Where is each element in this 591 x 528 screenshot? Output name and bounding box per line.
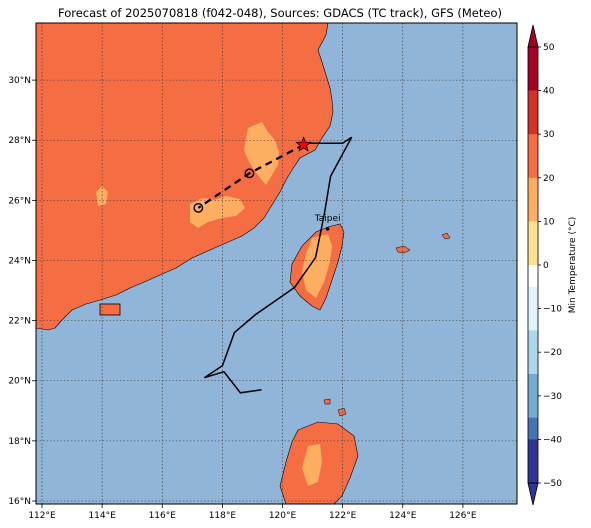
small-island-south-2 <box>323 398 331 405</box>
lat-tick-label: 16°N <box>8 497 31 507</box>
colorbar-tick-label: −10 <box>543 305 562 315</box>
luzon-warm-patch <box>302 444 322 486</box>
colorbar-segment <box>528 112 538 135</box>
colorbar-tick-label: 50 <box>543 43 555 53</box>
lon-tick-label: 116°E <box>149 511 177 521</box>
colorbar-tick-label: −40 <box>543 435 562 445</box>
lat-tick-label: 24°N <box>8 256 31 266</box>
forecast-point-circle <box>193 202 204 213</box>
colorbar-tick-label: 30 <box>543 130 555 140</box>
colorbar-segment <box>528 68 538 91</box>
colorbar-segment <box>528 221 538 244</box>
mainland-china <box>36 23 334 331</box>
colorbar-tick-label: 40 <box>543 87 555 97</box>
longitude-ticks: 112°E 114°E 116°E 118°E 120°E 122°E 124°E 126°E <box>28 504 477 521</box>
colorbar-segment <box>528 134 538 157</box>
forecast-points <box>193 168 255 213</box>
colorbar-segment <box>528 439 538 462</box>
colorbar-tick-label: −20 <box>543 348 562 358</box>
lat-tick-label: 28°N <box>8 136 31 146</box>
lon-tick-label: 126°E <box>449 511 477 521</box>
colorbar-segment <box>528 395 538 418</box>
warm-patch-coast <box>244 122 279 185</box>
colorbar-tick-label: 20 <box>543 174 555 184</box>
warm-patch-inland <box>190 196 245 228</box>
lon-tick-label: 114°E <box>88 511 116 521</box>
lat-tick-label: 18°N <box>8 437 31 447</box>
city-label: Taipei <box>314 214 341 224</box>
small-island-ne <box>441 232 451 240</box>
figure-title: Forecast of 2025070818 (f042-048), Sourc… <box>58 6 502 20</box>
colorbar-extend-top <box>527 24 539 48</box>
lon-tick-label: 124°E <box>389 511 417 521</box>
lon-tick-label: 112°E <box>28 511 56 521</box>
map-frame <box>35 22 518 505</box>
lat-tick-label: 30°N <box>8 76 31 86</box>
hainan-strait-box <box>99 303 121 316</box>
lon-tick-label: 122°E <box>329 511 357 521</box>
colorbar-segment <box>528 330 538 353</box>
lat-tick-label: 22°N <box>8 317 31 327</box>
colorbar-segment <box>528 308 538 331</box>
lon-tick-label: 118°E <box>209 511 237 521</box>
colorbar-tick-label: 10 <box>543 217 555 227</box>
colorbar-label: Min Temperature (°C) <box>568 217 578 314</box>
colorbar-segment <box>528 352 538 375</box>
colorbar-segment <box>528 90 538 113</box>
observed-track-line <box>203 136 353 394</box>
small-island-south <box>337 407 347 417</box>
latitude-ticks: 16°N 18°N 20°N 22°N 24°N 26°N 28°N 30°N <box>8 76 36 507</box>
taiwan-warm-patch <box>302 234 332 298</box>
colorbar-segment <box>528 199 538 222</box>
colorbar: 50 40 30 20 10 0 −10 −20 −30 −40 −50 <box>527 24 562 506</box>
colorbar-segment <box>528 286 538 309</box>
colorbar-extend-bottom <box>527 482 539 506</box>
colorbar-segment <box>528 156 538 179</box>
current-position-star-icon <box>295 136 312 152</box>
colorbar-segment <box>528 177 538 200</box>
colorbar-segment <box>528 47 538 70</box>
lat-tick-label: 26°N <box>8 196 31 206</box>
colorbar-segment <box>528 461 538 484</box>
colorbar-segment <box>528 243 538 266</box>
colorbar-tick-label: −30 <box>543 392 562 402</box>
city-marker <box>325 227 330 231</box>
forecast-point-circle <box>244 168 255 179</box>
small-island-east <box>395 245 411 254</box>
lon-tick-label: 120°E <box>269 511 297 521</box>
map-area[interactable]: Taipei <box>36 23 517 504</box>
colorbar-tick-label: 0 <box>543 261 549 271</box>
colorbar-segment <box>528 374 538 397</box>
colorbar-segment <box>528 265 538 288</box>
colorbar-tick-label: −50 <box>543 479 562 489</box>
colorbar-segment <box>528 417 538 440</box>
lat-tick-label: 20°N <box>8 377 31 387</box>
forecast-track-line <box>197 143 305 209</box>
